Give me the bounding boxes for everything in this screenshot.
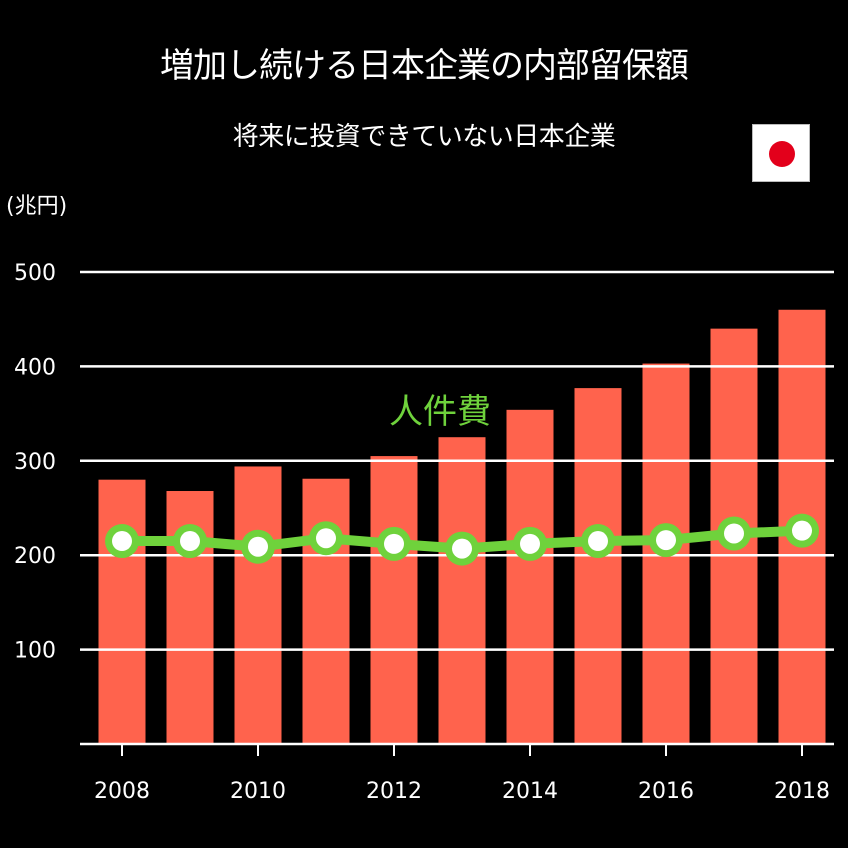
line-point (316, 528, 336, 549)
bar (234, 466, 282, 744)
line-point (112, 531, 132, 552)
y-tick-label: 500 (14, 261, 56, 286)
line-point (588, 531, 608, 552)
bar (438, 437, 486, 744)
y-tick-label: 100 (14, 639, 56, 664)
line-point (656, 530, 676, 551)
x-tick-label: 2018 (774, 779, 830, 804)
line-point (724, 523, 744, 544)
line-point (792, 520, 812, 541)
y-tick-label: 400 (14, 355, 56, 380)
x-tick-label: 2008 (94, 779, 150, 804)
x-tick-label: 2016 (638, 779, 694, 804)
y-tick-label: 200 (14, 544, 56, 569)
line-point (520, 533, 540, 554)
line-point (452, 538, 472, 559)
line-point (248, 536, 268, 557)
chart-title: 増加し続ける日本企業の内部留保額 (160, 46, 689, 86)
line-series-label: 人件費 (389, 392, 491, 432)
bar (302, 478, 350, 744)
y-tick-label: 300 (14, 450, 56, 475)
y-axis-unit-label: (兆円) (6, 194, 68, 219)
chart-subtitle: 将来に投資できていない日本企業 (232, 122, 616, 152)
bar (506, 409, 554, 744)
bar (98, 479, 146, 744)
x-tick-label: 2014 (502, 779, 558, 804)
line-point (180, 531, 200, 552)
line-point (384, 533, 404, 554)
x-tick-label: 2010 (230, 779, 286, 804)
flag-sun (769, 141, 795, 167)
bar (574, 388, 622, 744)
japan-flag-icon (752, 124, 810, 182)
bar (370, 456, 418, 744)
x-tick-label: 2012 (366, 779, 422, 804)
